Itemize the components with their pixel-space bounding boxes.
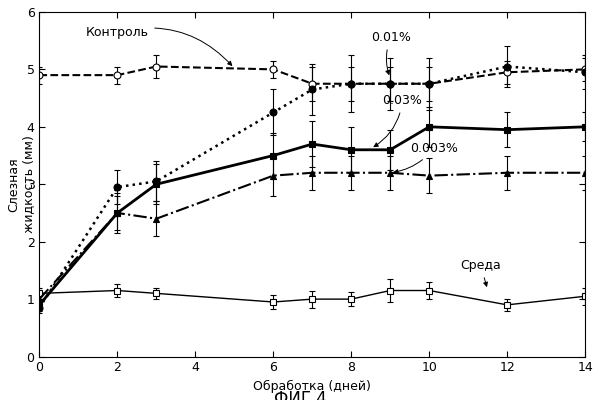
Y-axis label: Слезная
жидкость (мм): Слезная жидкость (мм) (7, 135, 35, 233)
Text: Среда: Среда (460, 259, 501, 286)
Text: 0.003%: 0.003% (394, 142, 458, 174)
Text: ФИГ.4: ФИГ.4 (274, 390, 326, 400)
Text: 0.03%: 0.03% (374, 94, 422, 147)
Text: 0.01%: 0.01% (371, 31, 410, 74)
X-axis label: Обработка (дней): Обработка (дней) (253, 380, 371, 393)
Text: Контроль: Контроль (86, 26, 232, 65)
